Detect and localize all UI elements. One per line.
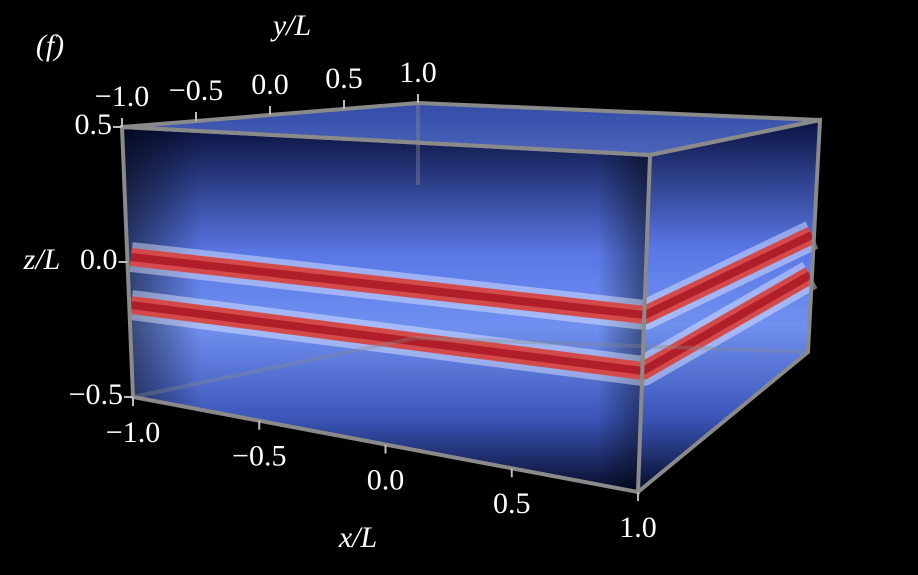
- front-shade: [122, 127, 650, 492]
- box-edge: [132, 335, 809, 399]
- box-edge: [636, 117, 823, 494]
- tick-label: 0.0: [251, 68, 289, 101]
- panel-label: (f): [36, 29, 64, 62]
- tick-label: 0.0: [80, 243, 118, 276]
- tick-label: 1.0: [619, 511, 657, 544]
- tick-label: −1.0: [95, 80, 149, 113]
- x-axis-label: x/L: [338, 521, 377, 554]
- tick-label: 0.5: [325, 62, 363, 95]
- tick-label: −0.5: [69, 378, 123, 411]
- tick-label: 0.5: [75, 108, 113, 141]
- tick-label: −0.5: [169, 74, 223, 107]
- tick-label: −0.5: [232, 440, 286, 473]
- volume: [119, 100, 823, 495]
- right-face: [638, 120, 820, 492]
- tick-label: 1.0: [399, 56, 437, 89]
- tick-label: −1.0: [106, 416, 160, 449]
- tick-label: 0.5: [493, 487, 531, 520]
- y-axis-label: y/L: [270, 9, 311, 42]
- z-axis-label: z/L: [23, 243, 61, 276]
- top-face: [122, 103, 820, 155]
- tick-label: 0.0: [367, 463, 405, 496]
